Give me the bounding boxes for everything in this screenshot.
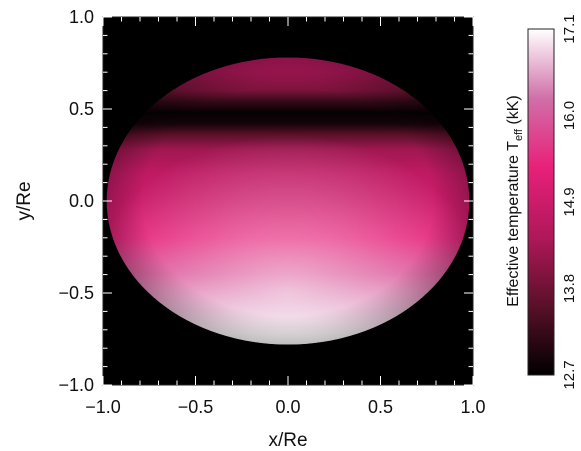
colorbar-tick-labels: 12.7 13.8 14.9 16.0 17.1: [561, 14, 578, 389]
colorbar-label-unit: (kK): [505, 95, 522, 129]
x-tick-label: −0.5: [178, 397, 214, 417]
stellar-disk-limb: [106, 57, 470, 345]
colorbar-label-main: Effective temperature T: [505, 141, 522, 307]
x-tick-label: 1.0: [460, 397, 485, 417]
y-tick-label: −0.5: [58, 283, 94, 303]
x-tick-label: 0.5: [368, 397, 393, 417]
colorbar-tick-label: 13.8: [561, 274, 578, 303]
y-tick-label: −1.0: [58, 375, 94, 395]
colorbar-tick-label: 12.7: [561, 360, 578, 389]
y-tick-label: 0.5: [69, 99, 94, 119]
y-axis-label: y/Re: [14, 181, 35, 220]
plot-area: −1.0 −0.5 0.0 0.5 1.0 −1.0 −0.5 0.0 0.5 1.0 x/Re…: [14, 7, 486, 451]
x-tick-labels: −1.0 −0.5 0.0 0.5 1.0: [85, 397, 485, 417]
colorbar: 12.7 13.8 14.9 16.0 17.1 Effective temperatu…: [505, 14, 578, 389]
y-tick-label: 1.0: [69, 7, 94, 27]
x-axis-label: x/Re: [268, 430, 307, 451]
colorbar-ramp: [527, 28, 555, 376]
colorbar-tick-label: 17.1: [561, 14, 578, 43]
axis-ticks: [102, 16, 474, 386]
y-tick-labels: −1.0 −0.5 0.0 0.5 1.0: [58, 7, 94, 395]
colorbar-label-subscript: eff: [513, 128, 525, 141]
y-tick-label: 0.0: [69, 191, 94, 211]
colorbar-tick-label: 16.0: [561, 101, 578, 130]
x-tick-label: 0.0: [275, 397, 300, 417]
x-tick-label: −1.0: [85, 397, 121, 417]
colorbar-label: Effective temperature Teff (kK): [505, 95, 525, 307]
colorbar-tick-label: 14.9: [561, 187, 578, 216]
